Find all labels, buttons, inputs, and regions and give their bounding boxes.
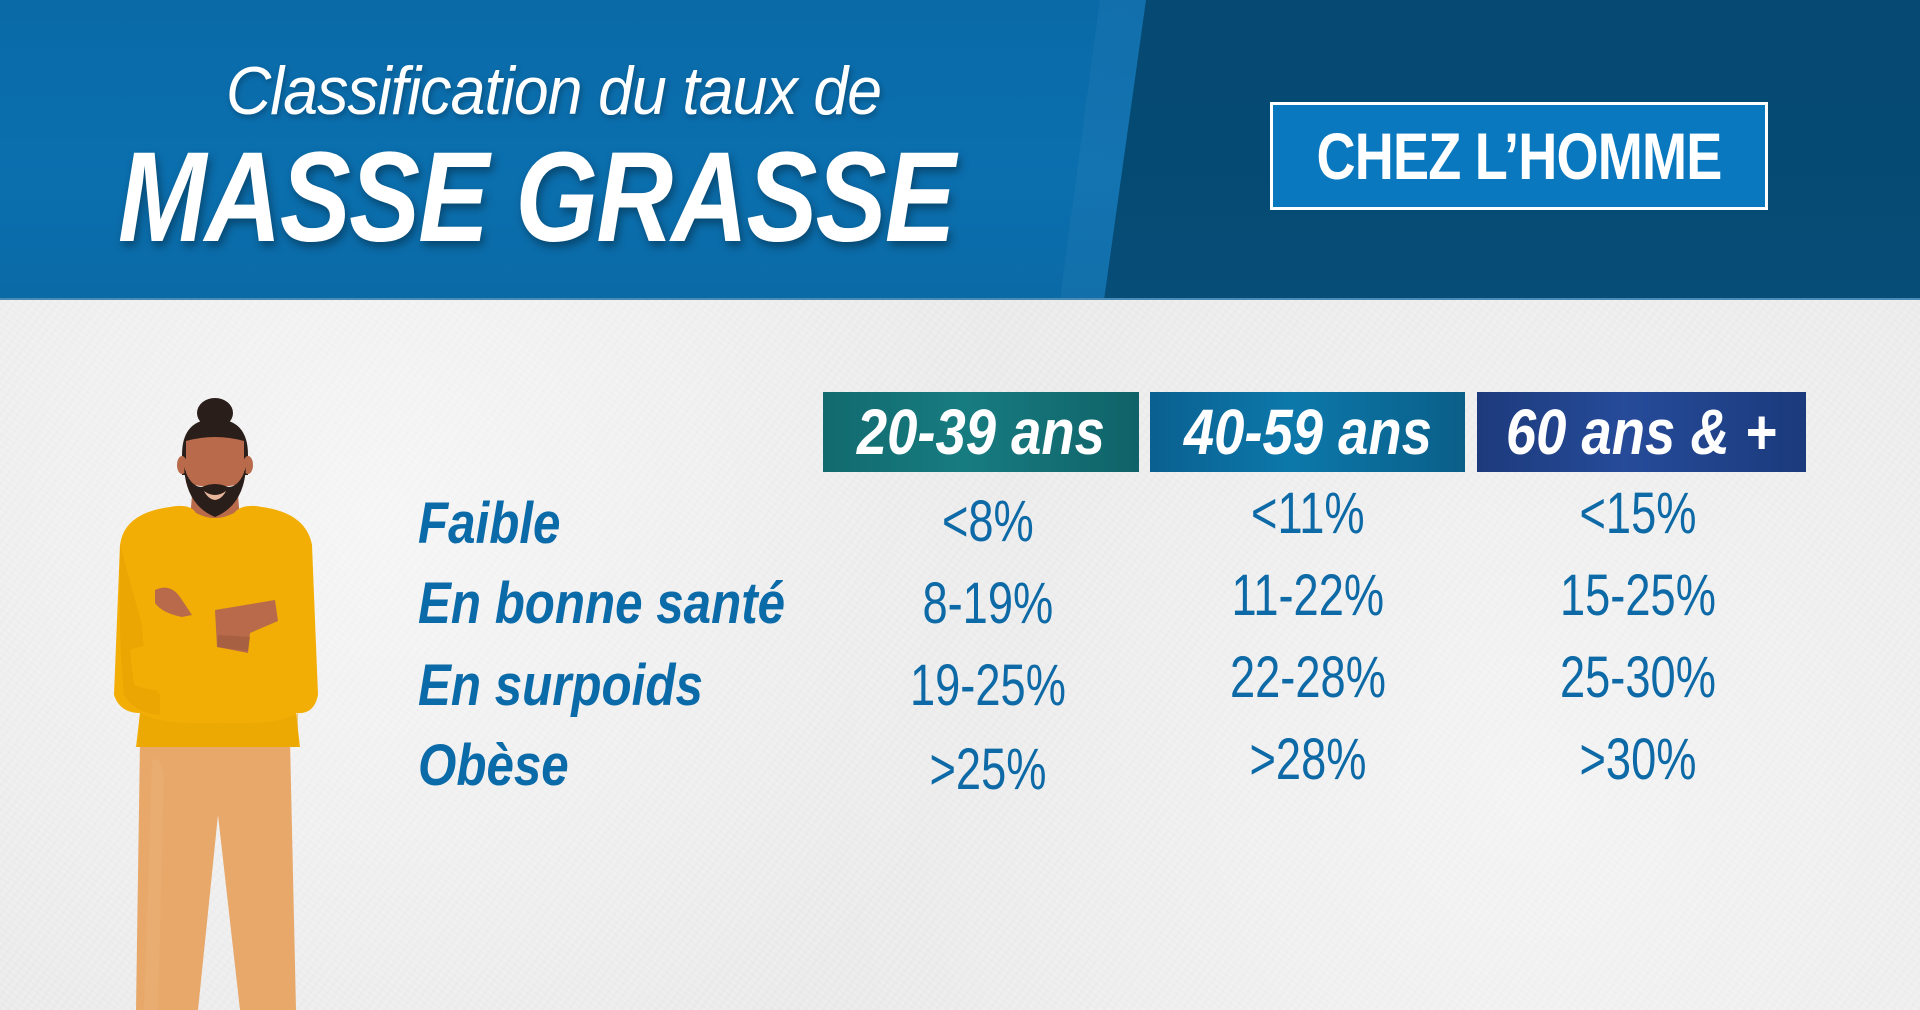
man-illustration: [114, 398, 318, 1010]
column-header-label: 60 ans & +: [1506, 396, 1777, 468]
table-cell: 19-25%: [910, 653, 1066, 718]
table-cell: 25-30%: [1560, 645, 1716, 710]
title-main: MASSE GRASSE: [118, 126, 956, 269]
column-header-60-plus: 60 ans & +: [1477, 392, 1806, 472]
head-shape: [177, 398, 253, 517]
table-cell: >30%: [1579, 727, 1697, 792]
row-label-obese: Obèse: [418, 733, 569, 798]
table-cell: 22-28%: [1230, 645, 1386, 710]
column-header-40-59: 40-59 ans: [1150, 392, 1465, 472]
table-cell: >25%: [929, 737, 1047, 802]
table-cell: <8%: [942, 489, 1034, 554]
title-subtitle: Classification du taux de: [226, 53, 882, 129]
header-banner: Classification du taux de MASSE GRASSE C…: [0, 0, 1920, 300]
row-label-bonne-sante: En bonne santé: [418, 571, 786, 636]
table-cell: 11-22%: [1231, 563, 1385, 628]
gender-badge-label: CHEZ L’HOMME: [1316, 119, 1722, 193]
gender-badge: CHEZ L’HOMME: [1270, 102, 1768, 210]
table-cell: <11%: [1251, 481, 1365, 546]
pants-shape: [136, 740, 296, 1010]
column-header-label: 20-39 ans: [857, 396, 1105, 468]
column-header-label: 40-59 ans: [1183, 396, 1432, 468]
crossed-arms: [130, 587, 310, 694]
row-label-surpoids: En surpoids: [418, 653, 703, 718]
row-label-faible: Faible: [418, 491, 561, 556]
table-cell: >28%: [1249, 727, 1367, 792]
column-header-20-39: 20-39 ans: [823, 392, 1139, 472]
table-cell: 8-19%: [922, 571, 1054, 636]
table-cell: 15-25%: [1560, 563, 1716, 628]
table-cell: <15%: [1579, 481, 1697, 546]
